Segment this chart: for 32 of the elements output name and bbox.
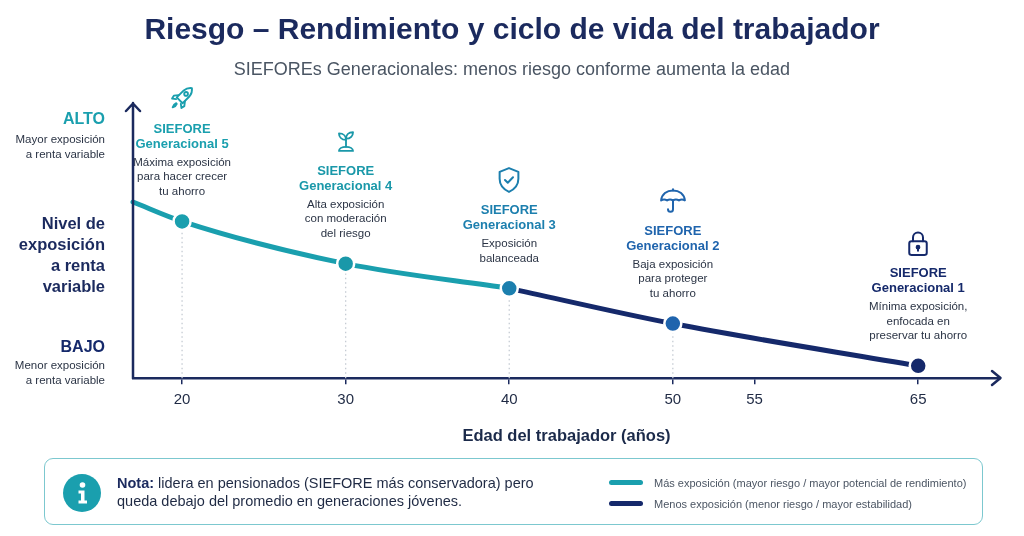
chart-subtitle: SIEFOREs Generacionales: menos riesgo conforme aumenta la edad [232,58,792,81]
point [335,253,356,274]
point [499,278,519,299]
text: ALTO [62,109,105,129]
point [172,211,192,232]
legend-label: Más exposición (mayor riesgo / mayor potencial de rendimiento) [654,476,967,489]
x-tick-label: 55 [746,390,763,408]
point [663,313,683,334]
annotation: SIEFORE Generacional 1 [871,265,965,296]
text: Nota: lidera en pensionados (SIEFORE más conservadora) pero queda debajo del promedio en generaciones jóvenes. [117,474,534,510]
annotation: SIEFORE Generacional 2 [626,223,720,254]
x-tick-label: 30 [337,390,354,408]
text: SIEFORE Generacional 5 [135,120,229,151]
text: SIEFORE Generacional 4 [299,163,394,194]
legend-label: Menos exposición (menor riesgo / mayor estabilidad) [654,497,913,510]
chart-title: Riesgo – Rendimiento y ciclo de vida del trabajador [143,11,881,47]
annotation: Alta exposición con moderación del riesgo [304,197,387,239]
text: Mayor exposición a renta variable [14,132,105,162]
text: Menor exposición a renta variable [13,358,105,388]
text: BAJO [60,337,105,357]
x-tick-label: 50 [664,390,682,408]
x-tick-label: 65 [909,390,927,408]
annotation: Mínima exposición, enfocada en preservar tu ahorro [868,300,968,342]
x-tick-label: 40 [500,390,518,408]
annotation: Exposición balanceada [479,237,540,264]
x-tick-label: 20 [173,390,191,408]
point [908,356,928,376]
x-axis-title: Edad del trabajador (años) [462,425,671,444]
annotation: Máxima exposición para hacer crecer tu ahorro [133,155,231,197]
y-axis-title: Nivel de exposición a renta variable [17,213,105,297]
annotation: SIEFORE Generacional 3 [462,202,556,233]
annotation: Baja exposición para proteger tu ahorro [632,257,714,299]
